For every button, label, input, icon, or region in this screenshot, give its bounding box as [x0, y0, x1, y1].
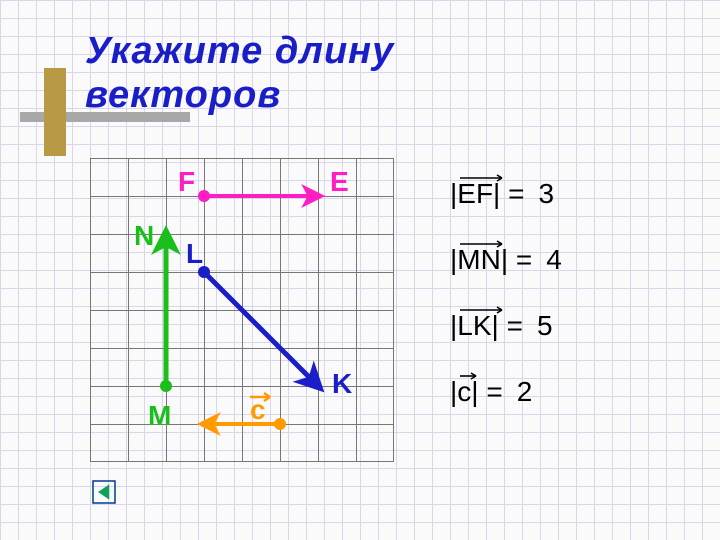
answer-label: |MN| = [450, 244, 532, 276]
answer-label: |LK| = [450, 310, 523, 342]
back-button[interactable] [92, 480, 116, 509]
point-label-E: E [330, 166, 349, 198]
point-label-F: F [178, 166, 195, 198]
answers-panel: |EF| = 3 |MN| = 4 |LK| = 5 |c| = 2 [450, 178, 562, 442]
answer-label: |EF| = [450, 178, 524, 210]
point-label-M: M [148, 400, 171, 432]
answer-row-MN: |MN| = 4 [450, 244, 562, 276]
point-label-L: L [186, 238, 203, 270]
point-label-N: N [134, 220, 154, 252]
title-line-2: векторов [85, 74, 394, 118]
back-icon [92, 480, 116, 504]
answer-value: 4 [546, 244, 562, 276]
answer-value: 3 [538, 178, 554, 210]
vector-chart: FENMLKc [90, 158, 394, 462]
title-line-1: Укажите длину [85, 30, 394, 74]
answer-value: 2 [517, 376, 533, 408]
answer-row-c: |c| = 2 [450, 376, 562, 408]
answer-label: |c| = [450, 376, 503, 408]
answer-row-LK: |LK| = 5 [450, 310, 562, 342]
answer-value: 5 [537, 310, 553, 342]
page-title: Укажите длину векторов [85, 30, 394, 117]
answer-row-EF: |EF| = 3 [450, 178, 562, 210]
title-accent-square [44, 68, 66, 156]
vectors-svg [90, 158, 394, 462]
point-label-K: K [332, 368, 352, 400]
